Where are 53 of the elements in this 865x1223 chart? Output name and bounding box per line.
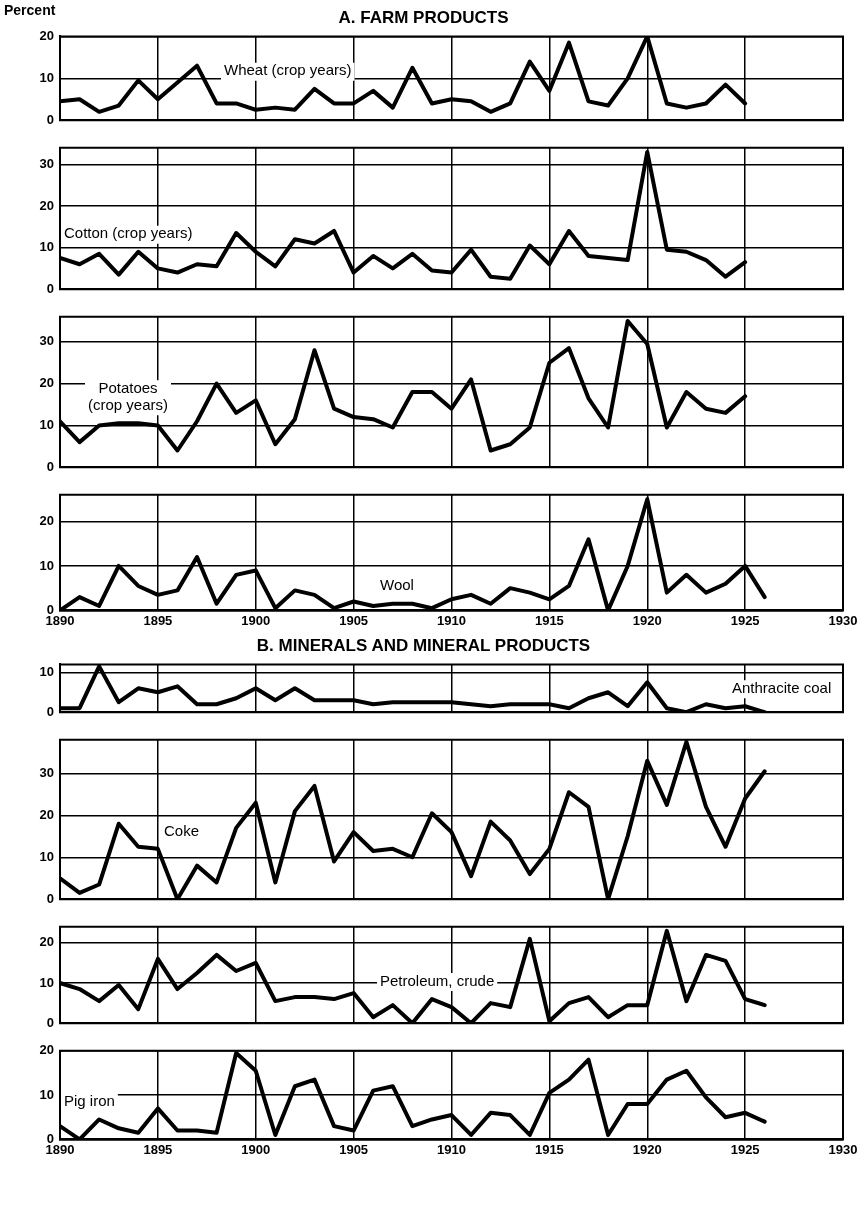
x-tick-label: 1905 — [339, 612, 369, 628]
y-tick-label: 30 — [39, 764, 54, 780]
series-label: Anthracite coal — [731, 678, 832, 696]
series-label: Wheat (crop years) — [223, 61, 352, 79]
y-tick-label: 0 — [46, 703, 54, 719]
x-tick-label: 1920 — [632, 612, 662, 628]
y-tick-label: 20 — [39, 934, 54, 950]
y-tick-label: 10 — [39, 417, 54, 432]
x-tick-label: 1930 — [828, 612, 858, 628]
y-tick-label: 10 — [39, 69, 54, 85]
y-axis-title: Percent — [4, 1, 56, 18]
y-tick-label: 30 — [39, 156, 54, 172]
x-tick-label: 1900 — [241, 612, 271, 628]
y-tick-label: 10 — [39, 974, 54, 990]
y-tick-label: 0 — [46, 458, 54, 474]
x-tick-label: 1930 — [828, 1141, 858, 1157]
series-label: Wool — [380, 576, 414, 594]
series-label: Cotton (crop years) — [63, 224, 193, 242]
x-tick-label: 1910 — [437, 1141, 466, 1157]
y-tick-label: 30 — [39, 333, 54, 349]
x-tick-label: 1895 — [143, 612, 173, 628]
y-tick-label: 10 — [39, 1086, 54, 1102]
y-tick-label: 10 — [39, 557, 54, 573]
y-tick-label: 20 — [39, 513, 54, 529]
x-tick-label: 1915 — [534, 1141, 564, 1157]
x-tick-label: 1895 — [143, 1141, 173, 1157]
x-tick-label: 1900 — [241, 1141, 271, 1157]
chart-title: A. FARM PRODUCTS — [338, 7, 509, 27]
x-tick-label: 1925 — [730, 1141, 760, 1157]
x-tick-label: 1925 — [730, 612, 760, 628]
y-tick-label: 10 — [39, 663, 54, 679]
y-tick-label: 0 — [46, 1014, 54, 1030]
y-tick-label: 20 — [39, 27, 54, 43]
chart-title: B. MINERALS AND MINERAL PRODUCTS — [256, 635, 591, 655]
y-tick-label: 20 — [39, 375, 54, 391]
y-tick-label: 0 — [46, 111, 54, 127]
y-tick-label: 0 — [46, 1130, 54, 1146]
y-tick-label: 20 — [39, 806, 54, 822]
series-label: Coke — [163, 821, 200, 839]
y-tick-label: 10 — [39, 239, 54, 255]
y-tick-label: 20 — [39, 197, 54, 213]
x-tick-label: 1920 — [632, 1141, 662, 1157]
series-label: Potatoes (crop years) — [87, 378, 169, 413]
y-tick-label: 0 — [46, 601, 54, 617]
y-tick-label: 10 — [39, 848, 54, 864]
x-tick-label: 1905 — [339, 1141, 369, 1157]
series-label: Pig iron — [64, 1092, 115, 1110]
y-tick-label: 20 — [39, 1042, 54, 1058]
x-tick-label: 1910 — [437, 612, 466, 628]
y-tick-label: 0 — [46, 890, 54, 906]
series-label: Petroleum, crude — [379, 971, 495, 989]
x-tick-label: 1915 — [534, 612, 564, 628]
y-tick-label: 0 — [46, 280, 54, 296]
